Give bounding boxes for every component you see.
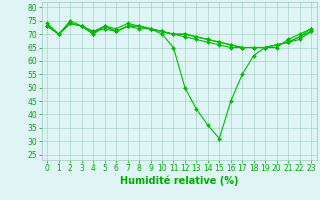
X-axis label: Humidité relative (%): Humidité relative (%) bbox=[120, 176, 238, 186]
